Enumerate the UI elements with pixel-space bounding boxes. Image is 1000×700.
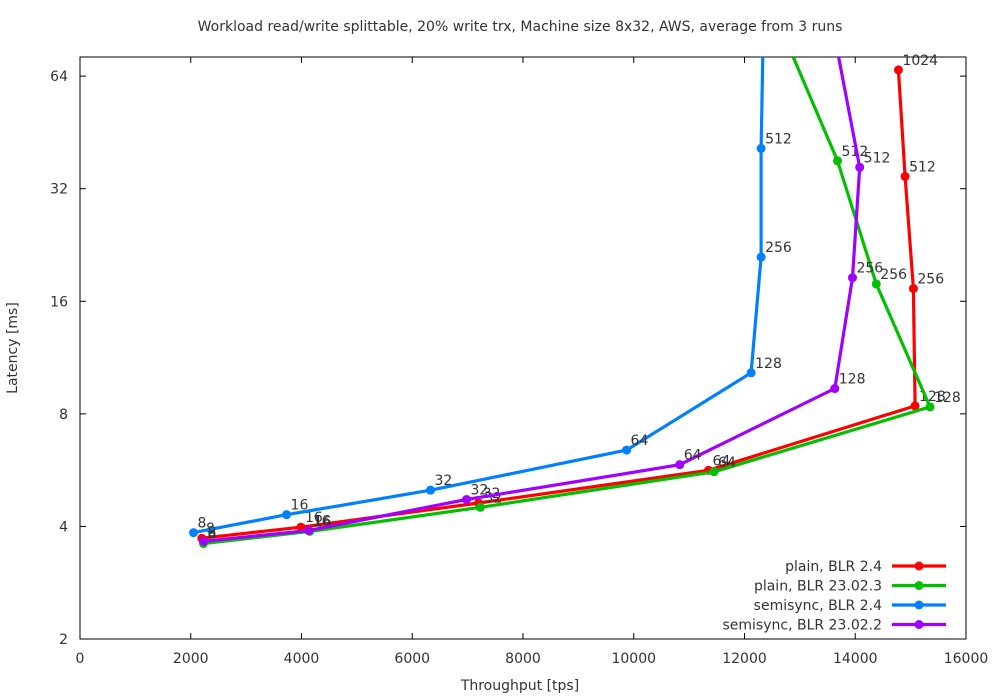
x-axis-label: Throughput [tps] [460, 678, 579, 694]
data-label: 8 [207, 524, 216, 540]
data-label: 512 [765, 131, 792, 147]
series-line [201, 69, 917, 540]
legend-entry-label: plain, BLR 23.02.3 [754, 579, 882, 595]
legend-swatch-point [914, 561, 924, 571]
data-point [304, 526, 314, 536]
data-point [756, 143, 766, 153]
legend-swatch-point [914, 600, 924, 610]
data-label: 8 [198, 516, 207, 532]
legend-entry-label: plain, BLR 2.4 [785, 559, 882, 575]
data-label: 16 [291, 498, 309, 514]
data-label: 256 [917, 272, 944, 288]
y-tick-label: 4 [59, 519, 68, 535]
legend-swatch-point [914, 620, 924, 629]
data-label: 256 [765, 240, 792, 256]
data-point [871, 279, 881, 289]
data-point [675, 460, 685, 470]
data-point [709, 467, 719, 477]
y-tick-label: 32 [50, 182, 68, 198]
series-2 [198, 57, 935, 549]
x-tick-label: 8000 [505, 651, 541, 667]
x-tick-label: 10000 [611, 651, 656, 667]
legend: plain, BLR 2.4 plain, BLR 23.02.3 semisync… [722, 559, 946, 634]
x-tick-label: 12000 [722, 651, 767, 667]
legend-entry-label: semisync, BLR 2.4 [754, 598, 882, 614]
x-tick-label: 16000 [944, 651, 989, 667]
series-4 [198, 57, 865, 546]
data-point [833, 156, 843, 166]
data-label: 512 [842, 144, 869, 160]
x-tick-label: 14000 [833, 651, 878, 667]
data-point [855, 162, 865, 172]
legend-swatch-point [914, 581, 924, 590]
data-label: 8 [207, 527, 216, 543]
plot-frame [79, 56, 967, 640]
series-line [193, 57, 765, 535]
y-tick-label: 8 [59, 407, 68, 423]
data-label: 32 [435, 473, 453, 489]
data-label: 256 [880, 267, 907, 283]
data-label: 128 [934, 390, 961, 406]
y-axis-label: Latency [ms] [5, 302, 21, 394]
data-label: 64 [684, 448, 702, 464]
x-tick-label: 4000 [284, 651, 320, 667]
data-point [908, 284, 918, 294]
data-point [475, 502, 485, 512]
data-point [830, 384, 840, 394]
data-point [189, 528, 199, 538]
series-1 [197, 65, 920, 543]
data-point [746, 368, 756, 378]
data-point [910, 401, 920, 411]
series-layer: 8163264128256512102481632641282565128163… [189, 53, 961, 549]
x-axis: 0 2000 4000 6000 8000 10000 12000 14000 16000 [76, 57, 989, 667]
data-point [900, 171, 910, 181]
data-label: 128 [755, 356, 782, 372]
x-tick-label: 0 [76, 651, 85, 667]
data-label: 32 [471, 483, 489, 499]
data-point [282, 510, 292, 520]
data-point [756, 252, 766, 262]
data-label: 512 [909, 159, 936, 175]
y-axis: 2 4 8 16 32 64 [50, 69, 966, 648]
data-label: 64 [718, 455, 736, 471]
data-point [622, 445, 632, 455]
data-point [847, 273, 857, 283]
chart-title: Workload read/write splittable, 20% writ… [198, 19, 843, 35]
data-label: 128 [839, 372, 866, 388]
data-label: 16 [313, 514, 331, 530]
data-label: 64 [713, 453, 731, 469]
data-label: 16 [305, 510, 323, 526]
data-point [925, 402, 935, 412]
data-point [462, 495, 472, 505]
series-line [203, 57, 932, 546]
series-line [203, 57, 862, 543]
x-tick-label: 6000 [394, 651, 430, 667]
y-tick-label: 2 [59, 632, 68, 648]
y-tick-label: 16 [50, 294, 68, 310]
data-label: 256 [856, 261, 883, 277]
series-3 [189, 57, 766, 538]
data-label: 512 [864, 150, 891, 166]
data-point [198, 536, 208, 546]
data-point [893, 65, 903, 75]
data-point [426, 485, 436, 495]
x-tick-label: 2000 [173, 651, 209, 667]
y-tick-label: 64 [50, 69, 68, 85]
data-label: 1024 [902, 53, 938, 69]
legend-entry-label: semisync, BLR 23.02.2 [722, 618, 882, 634]
data-label: 64 [631, 433, 649, 449]
